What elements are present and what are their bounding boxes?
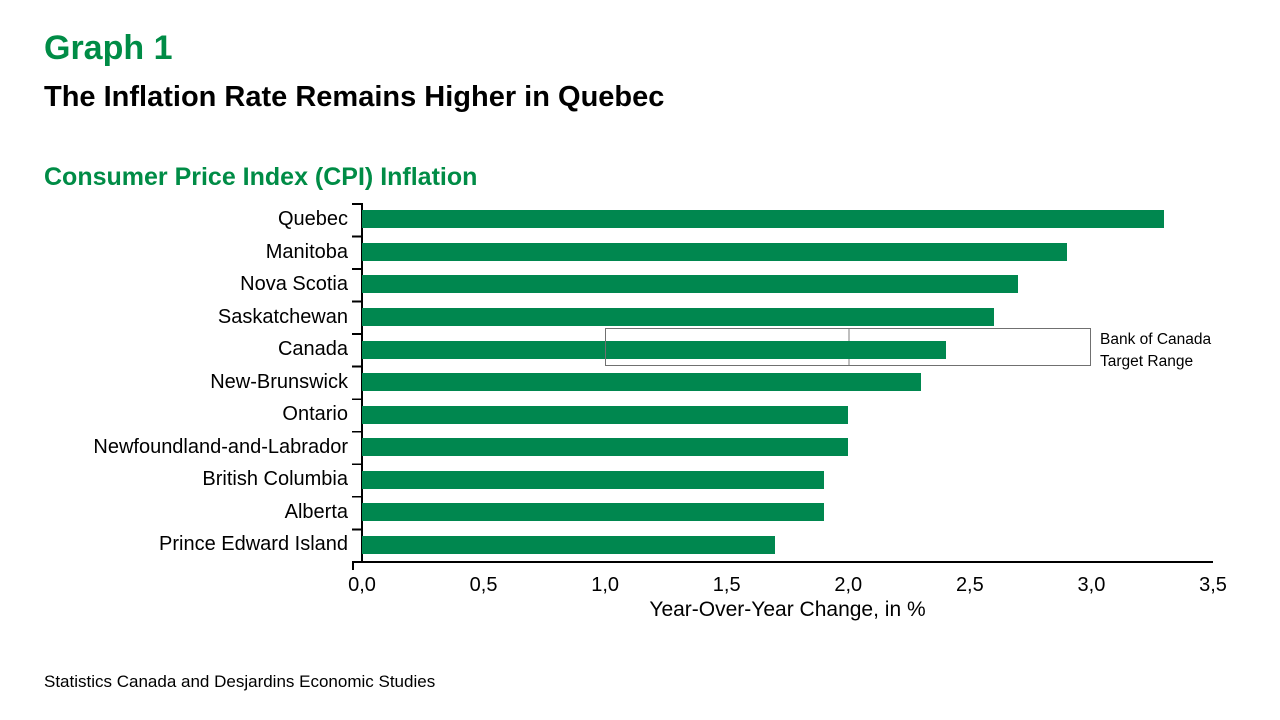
chart-row: Newfoundland-and-Labrador (0, 431, 1213, 464)
category-label-quebec: Quebec (277, 208, 348, 230)
y-axis-ticks (352, 203, 361, 563)
chart-row: Nova Scotia (0, 268, 1213, 301)
chart-row: Canada (0, 333, 1213, 366)
category-label-canada: Canada (277, 338, 348, 361)
chart-row: Quebec (0, 203, 1213, 236)
category-label-manitoba: Manitoba (265, 240, 348, 263)
annotation-line1: Bank of Canada (1100, 331, 1212, 348)
bar-track (362, 366, 1213, 399)
category-label-new-brunswick: New-Brunswick (210, 370, 348, 393)
source-note: Statistics Canada and Desjardins Economi… (44, 672, 436, 691)
chart-row: Manitoba (0, 236, 1213, 269)
bar-ontario (362, 405, 849, 424)
target-range-box (605, 328, 1092, 366)
chart-row: New-Brunswick (0, 366, 1213, 399)
x-tick-1: 0,5 (469, 574, 498, 596)
bar-track (362, 431, 1213, 464)
x-axis-title: Year-Over-Year Change, in % (649, 598, 926, 621)
chart-row: Alberta (0, 496, 1213, 529)
bar-manitoba (362, 242, 1068, 261)
graph-number-label: Graph 1 (44, 29, 173, 67)
bar-track (362, 236, 1213, 269)
x-tick-0: 0,0 (348, 574, 376, 596)
x-tick-2: 1,0 (591, 574, 620, 596)
bar-track (362, 398, 1213, 431)
category-label-prince-edward-island: Prince Edward Island (159, 533, 348, 556)
bar-nova-scotia (362, 275, 1019, 294)
category-label-newfoundland-and-labrador: Newfoundland-and-Labrador (93, 435, 348, 458)
category-label-alberta: Alberta (284, 500, 348, 523)
x-tick-3: 1,5 (712, 574, 741, 596)
bar-british-columbia (362, 470, 824, 489)
x-axis-line (352, 561, 1213, 563)
bar-saskatchewan (362, 308, 995, 327)
bar-track (362, 528, 1213, 561)
bar-track (362, 463, 1213, 496)
chart-subtitle: Consumer Price Index (CPI) Inflation (44, 163, 478, 191)
x-tick-5: 2,5 (955, 574, 984, 596)
x-axis-tick-labels: 0,0 0,5 1,0 1,5 2,0 2,5 3,0 3,5 (348, 574, 1227, 598)
bar-canada (362, 340, 946, 359)
category-label-nova-scotia: Nova Scotia (240, 273, 348, 296)
x-tick-4: 2,0 (834, 574, 863, 596)
bar-prince-edward-island (362, 535, 776, 554)
bar-track (362, 301, 1213, 334)
chart-row: Prince Edward Island (0, 528, 1213, 561)
category-label-british-columbia: British Columbia (202, 468, 348, 491)
bar-new-brunswick (362, 373, 922, 392)
bar-chart: Quebec Manitoba Nova Scotia Saskatchewan… (0, 203, 1280, 621)
bar-track (362, 333, 1213, 366)
chart-row: Ontario (0, 398, 1213, 431)
category-label-ontario: Ontario (282, 403, 348, 426)
bar-quebec (362, 210, 1165, 229)
chart-row: British Columbia (0, 463, 1213, 496)
annotation-line2: Target Range (1100, 353, 1194, 370)
bar-track (362, 496, 1213, 529)
bar-track (362, 268, 1213, 301)
bar-newfoundland-and-labrador (362, 438, 849, 457)
bar-track (362, 203, 1213, 236)
x-tick-7: 3,5 (1199, 574, 1227, 596)
target-range-annotation: Bank of Canada Target Range (1100, 329, 1211, 373)
x-axis-zero-tick (352, 561, 354, 570)
chart-rows: Quebec Manitoba Nova Scotia Saskatchewan… (0, 203, 1213, 561)
bar-alberta (362, 503, 824, 522)
chart-row: Saskatchewan (0, 301, 1213, 334)
chart-title: The Inflation Rate Remains Higher in Que… (44, 81, 665, 113)
x-tick-6: 3,0 (1077, 574, 1106, 596)
category-label-saskatchewan: Saskatchewan (217, 305, 348, 328)
